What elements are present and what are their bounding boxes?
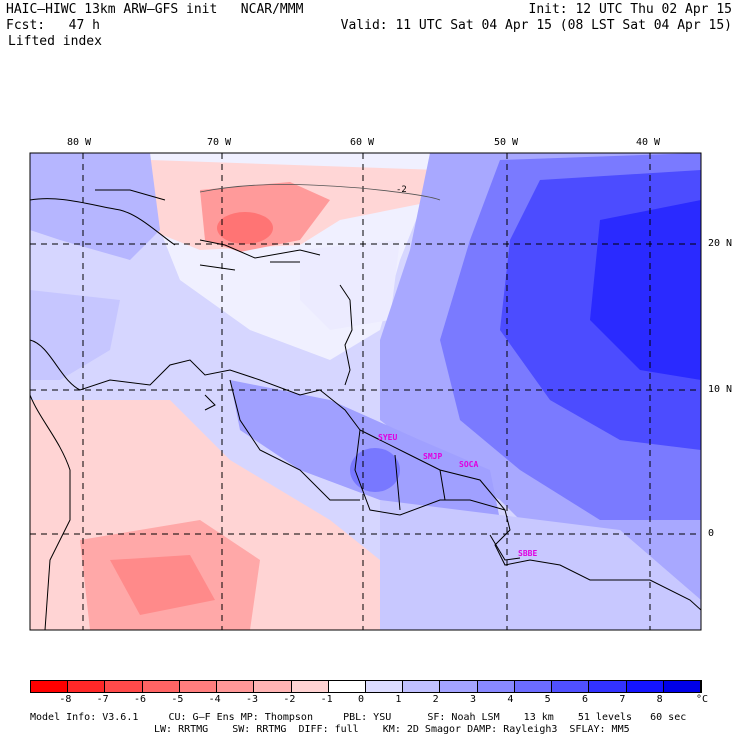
contour-line [199,183,441,201]
lat-lon-grid [30,153,701,630]
colorbar-swatch [365,681,404,692]
model-physics: LW: RRTMG SW: RRTMG DIFF: full KM: 2D Sm… [154,724,630,735]
init-time: Init: 12 UTC Thu 02 Apr 15 [528,2,733,17]
colorbar-tick-label: -5 [171,694,184,705]
colorbar-tick-label: -1 [320,694,333,705]
colorbar-swatch [105,681,143,692]
forecast-hour: Fcst: 47 h [6,18,100,33]
station-smjp: SMJP [423,452,443,461]
colorbar-swatch [328,681,366,692]
colorbar-tick-label: -3 [246,694,259,705]
colorbar-swatch [403,681,441,692]
colorbar-swatch [552,681,590,692]
colorbar-tick-label: -8 [59,694,72,705]
colorbar-unit: °C [696,694,709,705]
colorbar-swatch [663,681,701,692]
map-frame [29,152,702,631]
colorbar-tick-label: 4 [507,694,514,705]
colorbar-swatch [440,681,478,692]
colorbar-swatch [179,681,218,692]
colorbar-swatch [142,681,180,692]
colorbar-tick-label: -2 [283,694,296,705]
colorbar-ticks: -8 -7 -6 -5 -4 -3 -2 -1 0 1 2 3 4 5 6 7 8 [30,694,702,706]
model-title: HAIC–HIWC 13km ARW–GFS init NCAR/MMM [6,2,304,17]
colorbar-tick-label: -4 [208,694,221,705]
colorbar-swatch [477,681,515,692]
colorbar-swatch [68,681,106,692]
colorbar-swatch [254,681,292,692]
colorbar-swatch [514,681,553,692]
field-name: Lifted index [8,34,102,49]
lon-label: 40 W [636,137,661,148]
colorbar-tick-label: 3 [470,694,477,705]
colorbar-swatch [291,681,329,692]
model-info: Model Info: V3.6.1 CU: G–F Ens MP: Thomp… [30,712,687,723]
station-soca: SOCA [459,460,479,469]
lon-label: 70 W [207,137,232,148]
colorbar [30,680,702,693]
colorbar-swatch [626,681,664,692]
colorbar-tick-label: 8 [656,694,663,705]
lon-label: 60 W [350,137,375,148]
colorbar-tick-label: 7 [619,694,626,705]
station-sbbe: SBBE [518,549,538,558]
station-syeu: SYEU [378,433,398,442]
colorbar-tick-label: -6 [134,694,147,705]
lat-label: 10 N [708,384,733,395]
colorbar-tick-label: 6 [582,694,589,705]
colorbar-tick-label: -7 [96,694,109,705]
colorbar-swatch [31,681,69,692]
colorbar-tick-label: 5 [544,694,551,705]
colorbar-tick-label: 2 [432,694,439,705]
lon-label: 50 W [494,137,519,148]
lon-label: 80 W [67,137,92,148]
colorbar-tick-label: 1 [395,694,402,705]
coastlines [30,189,701,630]
colorbar-tick-label: 0 [358,694,365,705]
valid-time: Valid: 11 UTC Sat 04 Apr 15 (08 LST Sat … [340,18,732,33]
colorbar-swatch [589,681,627,692]
lat-label: 0 [708,528,715,539]
colorbar-swatch [217,681,255,692]
blue-region-west [30,153,160,260]
lat-label: 20 N [708,238,733,249]
contour-label: -2 [396,185,407,195]
